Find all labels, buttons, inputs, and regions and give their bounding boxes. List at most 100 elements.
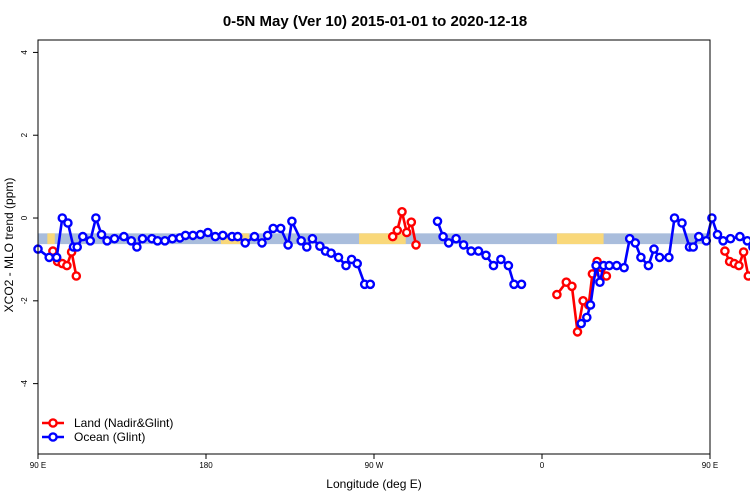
series-1-point-0-26 <box>210 231 221 242</box>
y-tick-label-2: 0 <box>20 215 29 220</box>
legend-marker-1 <box>48 432 58 442</box>
series-0-point-1-2 <box>397 206 407 217</box>
series-1-point-1-9 <box>496 254 506 265</box>
series-1-point-1-3 <box>451 233 461 244</box>
series-1-point-2-20 <box>694 231 704 242</box>
series-0-point-2-9 <box>601 271 612 281</box>
series-1-point-1-5 <box>466 246 476 256</box>
series-1-point-2-19 <box>688 242 699 252</box>
series-0-point-0-5 <box>71 271 82 281</box>
series-1-point-0-30 <box>240 238 250 248</box>
series-0-point-3-3 <box>734 260 744 271</box>
series-1-point-1-4 <box>458 240 469 250</box>
y-tick-label-3: -2 <box>20 297 29 305</box>
series-1-point-2-25 <box>725 233 736 244</box>
series-1-point-0-12 <box>109 233 120 244</box>
x-tick-label-1: 180 <box>199 461 213 470</box>
series-1-point-0-25 <box>203 227 213 238</box>
x-axis: 90 E 180 90 W 0 90 E <box>30 454 718 470</box>
x-tick-label-4: 90 E <box>702 461 718 470</box>
series-1-point-2-0 <box>576 318 587 329</box>
series-1-point-0-24 <box>195 229 206 240</box>
series-1-point-0-23 <box>188 230 198 241</box>
series-1-point-0-10 <box>96 229 107 240</box>
series-1-point-1-11 <box>509 279 519 290</box>
series-1-point-2-24 <box>718 235 728 246</box>
y-tick-label-4: -4 <box>20 379 29 387</box>
series-1 <box>33 213 750 329</box>
y-tick-label-0: 4 <box>20 50 29 55</box>
series-1-point-0-11 <box>102 235 112 246</box>
series-1-line-0 <box>37 216 371 286</box>
series-1-point-1-2 <box>443 238 454 248</box>
series-1-point-0-19 <box>160 235 170 246</box>
series-1-point-0-13 <box>119 231 129 242</box>
series-1-point-2-26 <box>735 231 745 242</box>
series-1-point-1-6 <box>473 246 484 256</box>
series-1-point-1-8 <box>488 260 499 271</box>
series-0-point-2-3 <box>572 327 583 337</box>
series-1-point-0-45 <box>341 260 351 271</box>
series-1-point-0-9 <box>91 213 101 223</box>
series-1-point-2-13 <box>649 244 659 254</box>
series-0-point-2-0 <box>552 289 562 300</box>
series-1-point-0-20 <box>167 233 178 244</box>
series-1-point-2-23 <box>712 229 723 240</box>
series-0-point-1-3 <box>401 227 412 238</box>
series-0-point-3-0 <box>720 246 730 256</box>
series-1-point-1-7 <box>481 250 491 261</box>
series-1-point-0-33 <box>262 230 273 241</box>
series-1-point-0-29 <box>232 231 243 242</box>
series-1-point-2-1 <box>582 312 592 323</box>
series-0-point-3-5 <box>743 271 750 281</box>
series-1-point-2-27 <box>742 236 750 246</box>
series-1-point-1-1 <box>438 231 448 242</box>
y-tick-label-1: 2 <box>20 132 29 137</box>
legend: Land (Nadir&Glint)Ocean (Glint) <box>42 416 173 444</box>
series-1-point-0-4 <box>63 218 73 228</box>
series-1-point-2-16 <box>669 213 680 223</box>
y-axis-label: XCO2 - MLO trend (ppm) <box>2 178 16 313</box>
series-1-point-2-6 <box>604 260 615 271</box>
series-1-point-0-6 <box>72 242 82 252</box>
series-1-point-2-8 <box>619 262 629 273</box>
series-1-point-0-41 <box>315 241 325 251</box>
series-1-point-2-10 <box>630 238 641 248</box>
series-1-point-0-43 <box>326 248 336 258</box>
series-1-point-0-7 <box>78 231 88 242</box>
series-1-point-2-3 <box>591 260 601 271</box>
series-0-point-0-3 <box>62 260 72 271</box>
series-0-point-1-0 <box>387 231 398 242</box>
series-1-point-0-16 <box>137 233 148 244</box>
series-0-point-1-1 <box>392 225 403 236</box>
series-1-point-2-4 <box>595 277 605 288</box>
x-axis-label: Longitude (deg E) <box>326 477 421 491</box>
series-1-point-1-12 <box>516 279 527 290</box>
x-tick-label-3: 0 <box>540 461 545 470</box>
x-tick-label-2: 90 W <box>365 461 384 470</box>
legend-marker-0 <box>48 418 58 428</box>
series-0 <box>48 206 750 337</box>
legend-label-0: Land (Nadir&Glint) <box>74 416 173 430</box>
chart-title: 0-5N May (Ver 10) 2015-01-01 to 2020-12-… <box>223 13 527 30</box>
series-1-point-0-44 <box>333 252 344 263</box>
series-1-point-0-2 <box>51 252 62 263</box>
series-0-point-1-4 <box>406 217 417 227</box>
series-1-point-0-27 <box>217 230 228 241</box>
series-1-point-2-21 <box>701 235 712 246</box>
series-1-point-0-18 <box>152 235 163 246</box>
series-1-point-0-40 <box>307 233 318 244</box>
series-1-point-1-10 <box>503 260 514 271</box>
series-1-point-0-37 <box>287 216 297 227</box>
series-1-point-2-12 <box>643 260 654 271</box>
series-1-point-0-8 <box>85 235 96 246</box>
series-1-point-2-15 <box>664 252 674 263</box>
legend-label-1: Ocean (Glint) <box>74 430 145 444</box>
series-1-point-0-32 <box>257 238 267 248</box>
series-1-point-1-0 <box>432 216 443 227</box>
series-1-point-0-39 <box>301 242 312 252</box>
land-band-0 <box>47 233 55 245</box>
series-1-point-0-34 <box>268 223 279 234</box>
series-1-point-0-1 <box>44 252 55 263</box>
y-axis: 4 2 0 -2 -4 <box>20 50 38 387</box>
